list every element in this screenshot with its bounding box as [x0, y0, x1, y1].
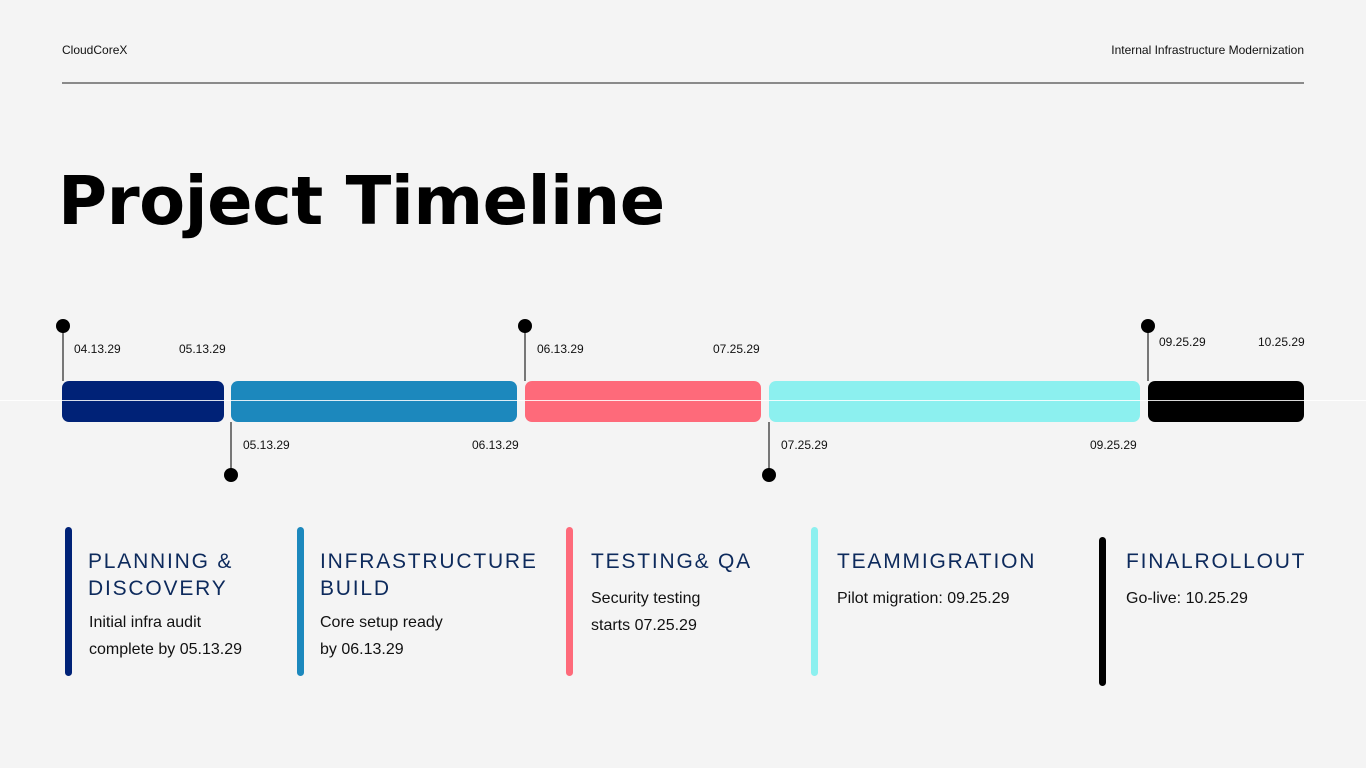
marker-stem	[768, 422, 770, 472]
phase-accent-bar	[1099, 537, 1106, 686]
phase-start-date: 07.25.29	[781, 438, 828, 452]
marker-stem	[1147, 329, 1149, 381]
phase-title: PLANNING & DISCOVERY	[88, 548, 233, 602]
phase-title: INFRASTRUCTURE BUILD	[320, 548, 538, 602]
phase-end-date: 10.25.29	[1258, 335, 1305, 349]
phase-bar-migration	[769, 381, 1140, 422]
phase-start-date: 09.25.29	[1159, 335, 1206, 349]
phase-description-line: Initial infra audit	[89, 614, 202, 631]
phase-title-line: INFRASTRUCTURE	[320, 550, 538, 573]
phase-title-line: PLANNING &	[88, 550, 234, 573]
marker-stem	[524, 329, 526, 381]
phase-accent-bar	[811, 527, 818, 676]
phase-start-date: 05.13.29	[243, 438, 290, 452]
timeline-axis-line	[0, 400, 1366, 401]
phase-description: Initial infra audit complete by 05.13.29	[89, 609, 242, 663]
phase-description: Core setup ready by 06.13.29	[320, 609, 443, 663]
milestone-dot	[762, 468, 776, 482]
milestone-dot	[56, 319, 70, 333]
phase-accent-bar	[566, 527, 573, 676]
phase-description: Security testing starts 07.25.29	[591, 585, 700, 639]
phase-start-date: 04.13.29	[74, 342, 121, 356]
milestone-dot	[1141, 319, 1155, 333]
phase-bar-rollout	[1148, 381, 1304, 422]
phase-end-date: 07.25.29	[713, 342, 760, 356]
phase-title: TEAMMIGRATION	[837, 550, 1037, 573]
phase-description-line: Core setup ready	[320, 614, 443, 631]
phase-bar-infrastructure	[231, 381, 517, 422]
phase-start-date: 06.13.29	[537, 342, 584, 356]
milestone-dot	[518, 319, 532, 333]
phase-description: Go-live: 10.25.29	[1126, 590, 1248, 607]
phase-accent-bar	[65, 527, 72, 676]
phase-accent-bar	[297, 527, 304, 676]
phase-end-date: 06.13.29	[472, 438, 519, 452]
phase-end-date: 09.25.29	[1090, 438, 1137, 452]
phase-description-line: by 06.13.29	[320, 641, 404, 658]
project-name: Internal Infrastructure Modernization	[1111, 43, 1304, 57]
phase-title: FINALROLLOUT	[1126, 550, 1307, 573]
phase-title: TESTING& QA	[591, 550, 752, 573]
phase-description-line: Security testing	[591, 590, 701, 607]
phase-description-line: complete by 05.13.29	[89, 641, 242, 658]
phase-bar-planning	[62, 381, 224, 422]
marker-stem	[62, 329, 64, 381]
phase-title-line: DISCOVERY	[88, 577, 228, 600]
phase-description-line: starts 07.25.29	[591, 617, 697, 634]
phase-bar-testing	[525, 381, 761, 422]
page-title: Project Timeline	[58, 162, 665, 240]
milestone-dot	[224, 468, 238, 482]
header-divider	[62, 82, 1304, 84]
phase-description: Pilot migration: 09.25.29	[837, 590, 1010, 607]
phase-end-date: 05.13.29	[179, 342, 226, 356]
brand-name: CloudCoreX	[62, 43, 128, 57]
phase-title-line: BUILD	[320, 577, 391, 600]
marker-stem	[230, 422, 232, 472]
